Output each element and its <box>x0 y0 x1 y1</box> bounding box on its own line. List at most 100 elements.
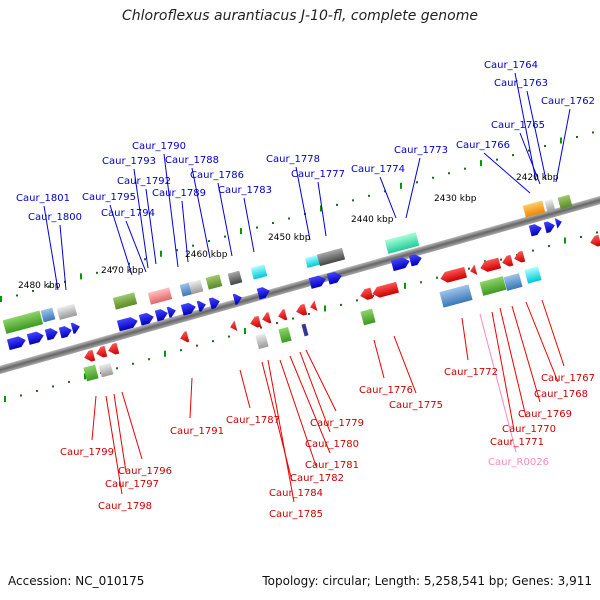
forward-gene-label[interactable]: Caur_1763 <box>494 78 548 89</box>
reverse-gene-arrow[interactable] <box>107 342 120 356</box>
reverse-gene-arrow[interactable] <box>469 264 478 276</box>
forward-gene-arrow[interactable] <box>116 316 139 332</box>
reverse-gene-label[interactable]: Caur_1779 <box>310 418 364 429</box>
reverse-gene-label[interactable]: Caur_1796 <box>118 466 172 477</box>
reverse-gene-arrow[interactable] <box>229 320 238 332</box>
reverse-gene-label[interactable]: Caur_1776 <box>359 385 413 396</box>
reverse-gene-label[interactable]: Caur_1771 <box>490 437 544 448</box>
reverse-gene-label[interactable]: Caur_1797 <box>105 479 159 490</box>
reverse-gene-label[interactable]: Caur_1785 <box>269 509 323 520</box>
forward-gene-label[interactable]: Caur_1793 <box>102 156 156 167</box>
forward-gene-label[interactable]: Caur_1789 <box>152 188 206 199</box>
forward-gene-arrow[interactable] <box>58 325 73 339</box>
forward-gene-arrow[interactable] <box>528 223 543 237</box>
forward-gene-label[interactable]: Caur_1764 <box>484 60 538 71</box>
forward-gene-label[interactable]: Caur_1766 <box>456 140 510 151</box>
feature-tile[interactable] <box>188 279 204 295</box>
forward-gene-arrow[interactable] <box>166 305 178 318</box>
forward-gene-arrow[interactable] <box>6 335 27 351</box>
reverse-gene-label[interactable]: Caur_1781 <box>305 460 359 471</box>
reverse-gene-arrow[interactable] <box>501 254 514 268</box>
forward-gene-label[interactable]: Caur_1792 <box>117 176 171 187</box>
forward-gene-label[interactable]: Caur_1762 <box>541 96 595 107</box>
feature-tile[interactable] <box>544 199 556 213</box>
feature-tile[interactable] <box>83 364 99 382</box>
reverse-gene-label[interactable]: Caur_1770 <box>502 424 556 435</box>
feature-tile[interactable] <box>227 270 243 286</box>
forward-gene-arrow[interactable] <box>180 301 197 316</box>
reverse-gene-label[interactable]: Caur_1767 <box>541 373 595 384</box>
feature-tile[interactable] <box>439 284 473 308</box>
reverse-gene-arrow[interactable] <box>95 345 108 359</box>
feature-tile[interactable] <box>205 274 223 290</box>
feature-tile[interactable] <box>301 323 309 337</box>
reverse-gene-arrow[interactable] <box>371 281 399 299</box>
reverse-gene-arrow[interactable] <box>479 257 502 274</box>
feature-tile[interactable] <box>278 326 292 344</box>
forward-gene-arrow[interactable] <box>44 327 59 341</box>
reverse-gene-arrow[interactable] <box>295 303 308 317</box>
reverse-gene-arrow[interactable] <box>589 234 600 248</box>
feature-tile[interactable] <box>524 266 542 284</box>
forward-gene-arrow[interactable] <box>554 216 564 229</box>
reverse-gene-label[interactable]: Caur_1784 <box>269 488 323 499</box>
forward-gene-label[interactable]: Caur_1795 <box>82 192 136 203</box>
feature-tile[interactable] <box>147 287 173 305</box>
forward-gene-label[interactable]: Caur_1773 <box>394 145 448 156</box>
forward-gene-label[interactable]: Caur_1786 <box>190 170 244 181</box>
feature-tile[interactable] <box>316 247 346 267</box>
feature-tile[interactable] <box>112 292 138 310</box>
rna-gene-label[interactable]: Caur_R0026 <box>488 457 549 468</box>
forward-gene-arrow[interactable] <box>256 286 271 300</box>
forward-gene-arrow[interactable] <box>154 308 169 322</box>
feature-tile[interactable] <box>479 276 507 296</box>
reverse-gene-arrow[interactable] <box>179 331 190 344</box>
feature-tile[interactable] <box>40 307 56 323</box>
feature-tile[interactable] <box>384 232 420 254</box>
forward-gene-arrow[interactable] <box>408 253 423 267</box>
forward-gene-arrow[interactable] <box>26 330 45 345</box>
forward-gene-arrow[interactable] <box>232 292 244 305</box>
forward-gene-label[interactable]: Caur_1788 <box>165 155 219 166</box>
forward-gene-label[interactable]: Caur_1778 <box>266 154 320 165</box>
reverse-gene-label[interactable]: Caur_1799 <box>60 447 114 458</box>
feature-tile[interactable] <box>503 273 523 291</box>
reverse-gene-label[interactable]: Caur_1791 <box>170 426 224 437</box>
reverse-gene-arrow[interactable] <box>249 315 262 329</box>
forward-gene-label[interactable]: Caur_1765 <box>491 120 545 131</box>
forward-gene-label[interactable]: Caur_1774 <box>351 164 405 175</box>
reverse-gene-label[interactable]: Caur_1798 <box>98 501 152 512</box>
forward-gene-arrow[interactable] <box>70 321 82 334</box>
reverse-gene-label[interactable]: Caur_1772 <box>444 367 498 378</box>
feature-tile[interactable] <box>522 200 546 218</box>
forward-gene-label[interactable]: Caur_1800 <box>28 212 82 223</box>
forward-gene-label[interactable]: Caur_1783 <box>218 185 272 196</box>
forward-gene-arrow[interactable] <box>208 296 222 310</box>
reverse-gene-arrow[interactable] <box>513 250 526 264</box>
reverse-gene-label[interactable]: Caur_1769 <box>518 409 572 420</box>
reverse-gene-arrow[interactable] <box>261 312 272 325</box>
feature-tile[interactable] <box>2 310 44 334</box>
reverse-gene-arrow[interactable] <box>439 266 467 284</box>
forward-gene-arrow[interactable] <box>543 220 557 234</box>
reverse-gene-arrow[interactable] <box>277 309 288 322</box>
reverse-gene-arrow[interactable] <box>83 349 96 363</box>
reverse-gene-arrow[interactable] <box>359 287 374 302</box>
feature-tile[interactable] <box>98 362 114 378</box>
feature-tile[interactable] <box>56 303 78 320</box>
forward-gene-label[interactable]: Caur_1794 <box>101 208 155 219</box>
forward-gene-label[interactable]: Caur_1777 <box>291 169 345 180</box>
forward-gene-arrow[interactable] <box>196 299 208 312</box>
reverse-gene-label[interactable]: Caur_1780 <box>305 439 359 450</box>
reverse-gene-label[interactable]: Caur_1787 <box>226 415 280 426</box>
forward-gene-arrow[interactable] <box>390 256 411 272</box>
feature-tile[interactable] <box>360 308 376 326</box>
feature-tile[interactable] <box>255 332 269 350</box>
forward-gene-arrow[interactable] <box>326 270 343 285</box>
forward-gene-label[interactable]: Caur_1801 <box>16 193 70 204</box>
forward-gene-label[interactable]: Caur_1790 <box>132 141 186 152</box>
feature-tile[interactable] <box>250 264 268 280</box>
reverse-gene-label[interactable]: Caur_1768 <box>534 389 588 400</box>
reverse-gene-arrow[interactable] <box>309 300 318 312</box>
forward-gene-arrow[interactable] <box>308 274 327 289</box>
